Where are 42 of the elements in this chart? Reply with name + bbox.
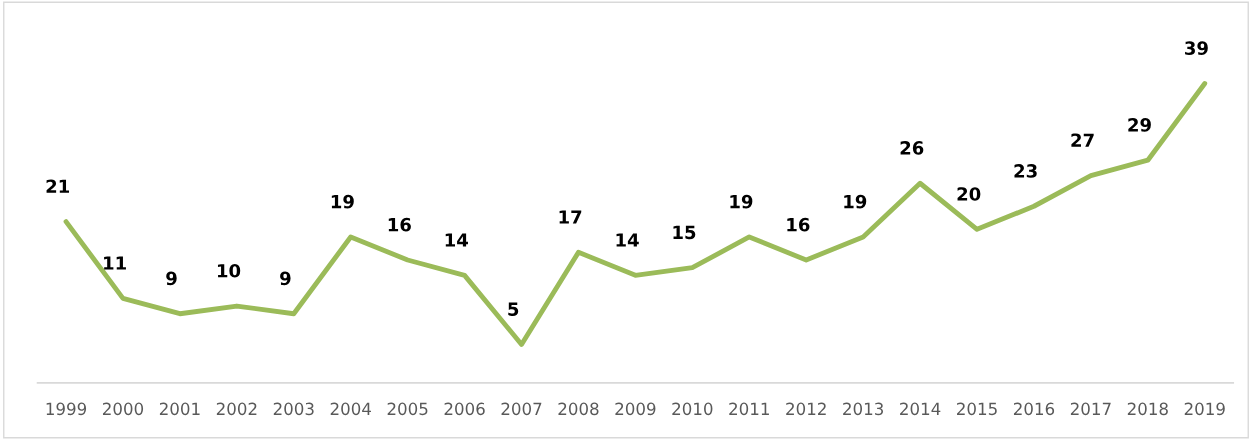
x-tick-label: 2004 xyxy=(330,402,371,416)
data-label: 21 xyxy=(46,179,70,193)
x-tick-label: 2008 xyxy=(558,402,599,416)
x-tick-label: 2014 xyxy=(900,402,941,416)
data-label: 20 xyxy=(957,187,981,201)
data-label: 39 xyxy=(1185,41,1208,55)
data-label: 17 xyxy=(559,210,582,224)
data-label: 26 xyxy=(900,141,924,155)
data-label: 19 xyxy=(331,194,354,209)
data-label: 16 xyxy=(388,217,411,232)
x-tick-label: 2000 xyxy=(102,402,144,416)
x-tick-label: 2016 xyxy=(1013,402,1055,416)
x-tick-label: 2013 xyxy=(843,402,884,416)
x-tick-label: 2015 xyxy=(957,402,997,416)
data-label: 11 xyxy=(104,256,126,270)
data-label: 9 xyxy=(280,271,291,286)
x-tick-label: 2005 xyxy=(387,402,428,416)
x-tick-label: 2010 xyxy=(672,402,713,416)
x-tick-label: 1999 xyxy=(46,402,87,416)
data-label: 27 xyxy=(1071,133,1094,147)
x-tick-label: 2001 xyxy=(159,402,200,416)
data-label: 5 xyxy=(508,302,519,316)
data-label: 15 xyxy=(673,225,696,240)
x-tick-label: 2003 xyxy=(273,402,314,416)
data-label: 10 xyxy=(217,263,241,278)
data-label: 9 xyxy=(166,271,177,286)
data-label: 19 xyxy=(844,194,867,209)
x-tick-label: 2012 xyxy=(786,402,826,416)
x-tick-label: 2002 xyxy=(216,402,257,416)
x-tick-label: 2007 xyxy=(501,402,542,416)
x-tick-label: 2009 xyxy=(615,402,656,416)
x-tick-label: 2019 xyxy=(1184,402,1225,416)
data-label: 29 xyxy=(1128,118,1151,132)
x-tick-label: 2006 xyxy=(444,402,485,416)
data-label: 14 xyxy=(445,233,468,247)
x-tick-label: 2017 xyxy=(1070,402,1111,416)
data-label: 23 xyxy=(1014,164,1037,178)
data-label: 19 xyxy=(730,194,753,209)
x-tick-label: 2018 xyxy=(1127,402,1168,416)
x-tick-label: 2011 xyxy=(729,402,769,416)
data-label: 16 xyxy=(787,217,810,232)
data-label: 14 xyxy=(616,233,639,247)
